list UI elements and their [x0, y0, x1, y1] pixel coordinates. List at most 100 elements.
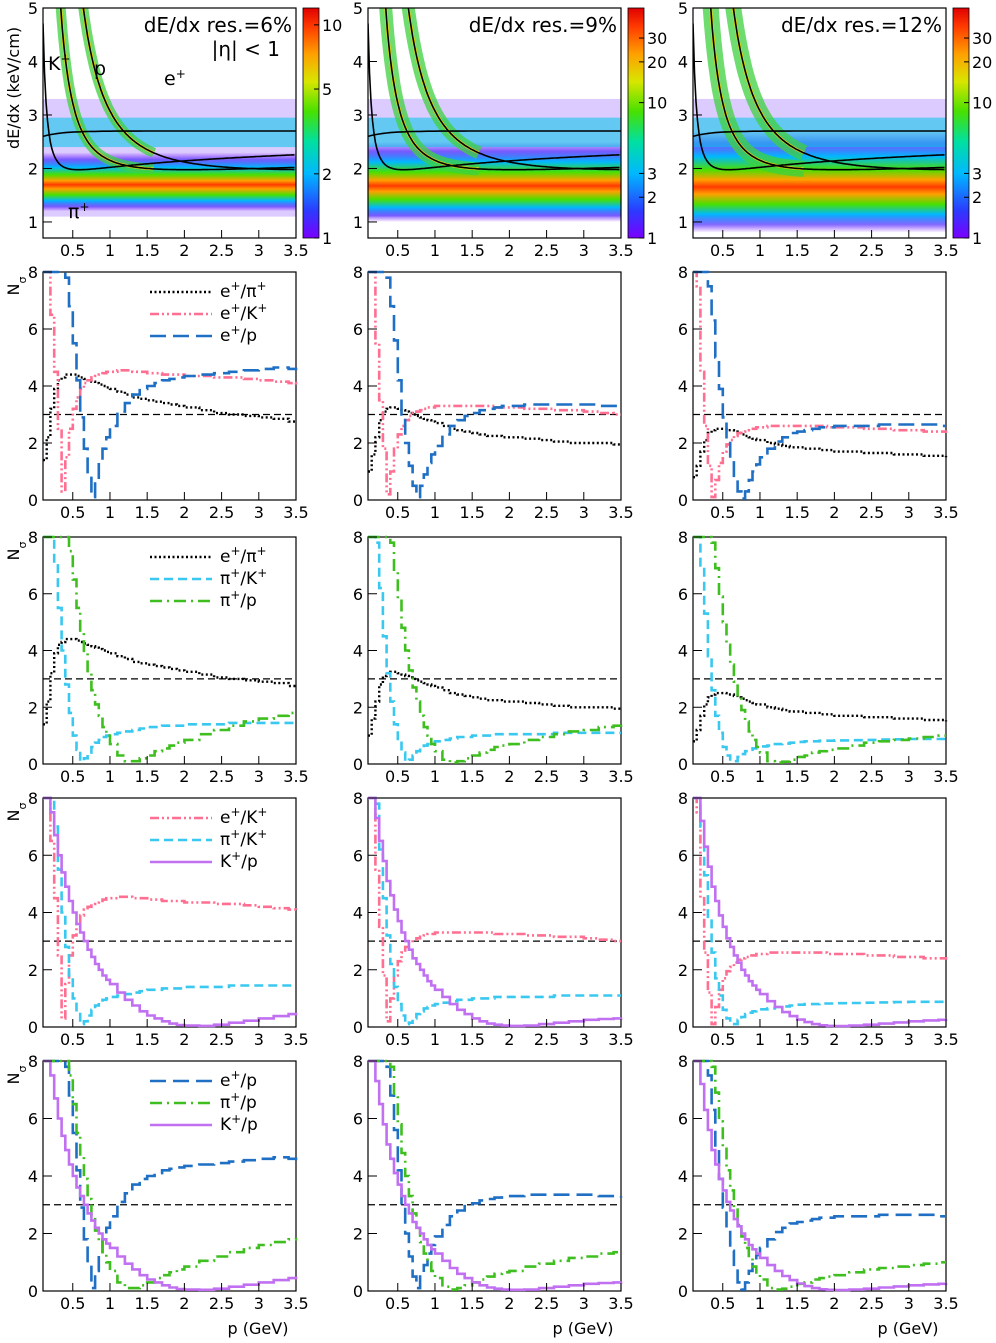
colorbar — [953, 8, 969, 238]
x-tick-label: 1.5 — [134, 503, 159, 522]
x-tick-label: 2 — [504, 1030, 514, 1049]
colorbar-frame — [302, 7, 320, 239]
colorbar-tick-label: 1 — [647, 229, 657, 248]
nsigma-panel-r2-c1: 0 2 4 6 8 0.5 1 1.5 2 2.5 3 3.5 e+/π+e+/K+e+/p — [28, 263, 309, 522]
x-tick-label: 3 — [904, 767, 914, 786]
x-tick-label: 2 — [504, 503, 514, 522]
y-tick-label: 8 — [678, 1052, 688, 1071]
y-tick-label: 3 — [28, 106, 38, 125]
x-tick-label: 3 — [254, 1030, 264, 1049]
dedx-y-axis-title: dE/dx (keV/cm) — [4, 27, 23, 149]
series-e_K — [368, 796, 621, 1023]
panel-title: dE/dx res.=9% — [469, 13, 617, 37]
x-tick-label: 3.5 — [933, 1294, 958, 1313]
series-pi_p — [693, 1059, 946, 1291]
x-tick-label: 3 — [254, 241, 264, 260]
y-tick-label: 0 — [678, 491, 688, 510]
legend-label-pi_K: π+/K+ — [220, 566, 267, 589]
x-tick-label: 1.5 — [784, 241, 809, 260]
legend-label-pi_p: π+/p — [220, 1090, 257, 1113]
y-tick-label: 6 — [28, 320, 38, 339]
series-K_p — [368, 796, 623, 1028]
x-tick-label: 1.5 — [134, 767, 159, 786]
y-tick-label: 0 — [28, 755, 38, 774]
colorbar-tick-label: 1 — [972, 229, 982, 248]
y-tick-label: 2 — [353, 698, 363, 717]
y-tick-label: 0 — [353, 1018, 363, 1037]
nsigma-panel-r2-c2: 0 2 4 6 8 0.5 1 1.5 2 2.5 3 3.5 — [353, 263, 634, 522]
y-tick-label: 8 — [353, 263, 363, 282]
x-tick-label: 1 — [430, 503, 440, 522]
y-tick-label: 0 — [678, 1018, 688, 1037]
nsigma-y-axis-title: Nσ — [4, 277, 29, 296]
y-tick-label: 4 — [28, 642, 38, 661]
x-tick-label: 3.5 — [933, 503, 958, 522]
x-tick-label: 3 — [579, 503, 589, 522]
x-tick-label: 2.5 — [534, 503, 559, 522]
x-tick-label: 2.5 — [859, 1294, 884, 1313]
x-tick-label: 1.5 — [459, 767, 484, 786]
y-tick-label: 6 — [28, 1110, 38, 1129]
x-axis-titles: p (GeV) p (GeV) p (GeV) — [228, 1319, 939, 1338]
x-tick-label: 1.5 — [134, 1030, 159, 1049]
x-tick-label: 3 — [254, 767, 264, 786]
y-tick-label: 4 — [353, 642, 363, 661]
nsigma-y-axis-title: Nσ — [4, 803, 29, 822]
x-tick-label: 3.5 — [608, 1294, 633, 1313]
nsigma-panel-r4-c1: 0 2 4 6 8 0.5 1 1.5 2 2.5 3 3.5 e+/K+π+/K+K+/p — [28, 789, 309, 1049]
y-tick-label: 4 — [28, 1167, 38, 1186]
y-tick-label: 8 — [678, 263, 688, 282]
x-tick-label: 2 — [179, 1030, 189, 1049]
nsigma-panel-r5-c2: 0 2 4 6 8 0.5 1 1.5 2 2.5 3 3.5 — [353, 1052, 634, 1313]
y-tick-label: 6 — [353, 585, 363, 604]
series-e_p — [43, 270, 298, 499]
x-tick-label: 1 — [755, 241, 765, 260]
x-tick-label: 0.5 — [60, 241, 85, 260]
y-tick-label: 6 — [678, 846, 688, 865]
y-tick-label: 2 — [678, 961, 688, 980]
colorbar-tick-label: 3 — [972, 164, 982, 183]
y-tick-label: 4 — [678, 904, 688, 923]
y-tick-label: 4 — [353, 377, 363, 396]
x-tick-label: 2.5 — [534, 241, 559, 260]
y-tick-label: 3 — [353, 106, 363, 125]
y-tick-label: 8 — [353, 528, 363, 547]
x-tick-label: 1.5 — [784, 767, 809, 786]
x-tick-label: 1 — [105, 767, 115, 786]
y-tick-label: 8 — [353, 789, 363, 808]
y-tick-label: 2 — [678, 434, 688, 453]
x-tick-label: 2.5 — [859, 1030, 884, 1049]
particle-label-p: p — [94, 58, 106, 80]
eta-cut-label: |η| < 1 — [212, 37, 280, 61]
y-tick-label: 2 — [28, 1225, 38, 1244]
x-tick-label: 3.5 — [933, 767, 958, 786]
y-tick-label: 0 — [353, 1282, 363, 1301]
y-tick-label: 4 — [678, 52, 688, 71]
x-tick-label: 2 — [179, 767, 189, 786]
y-tick-label: 4 — [353, 1167, 363, 1186]
x-tick-label: 1.5 — [784, 503, 809, 522]
series-e_p — [693, 1059, 946, 1291]
x-tick-label: 1 — [105, 1294, 115, 1313]
x-tick-label: 3.5 — [608, 503, 633, 522]
x-tick-label: 3.5 — [608, 241, 633, 260]
dedx-frame — [42, 7, 297, 239]
x-tick-label: 0.5 — [710, 503, 735, 522]
x-tick-label: 1 — [430, 1294, 440, 1313]
series-pi_K — [693, 796, 946, 1026]
x-tick-label: 2.5 — [209, 767, 234, 786]
x-tick-label: 0.5 — [710, 1294, 735, 1313]
x-tick-label: 1.5 — [459, 503, 484, 522]
y-tick-label: 6 — [678, 320, 688, 339]
y-tick-label: 2 — [353, 961, 363, 980]
x-tick-label: 1.5 — [784, 1030, 809, 1049]
colorbar-tick-label: 2 — [647, 188, 657, 207]
series-K_p — [43, 1059, 298, 1292]
series-e_pi — [693, 691, 948, 743]
x-tick-label: 0.5 — [385, 241, 410, 260]
legend-label-e_p: e+/p — [220, 323, 257, 346]
y-tick-label: 4 — [353, 52, 363, 71]
y-tick-label: 2 — [28, 961, 38, 980]
legend-label-K_p: K+/p — [220, 1112, 258, 1135]
